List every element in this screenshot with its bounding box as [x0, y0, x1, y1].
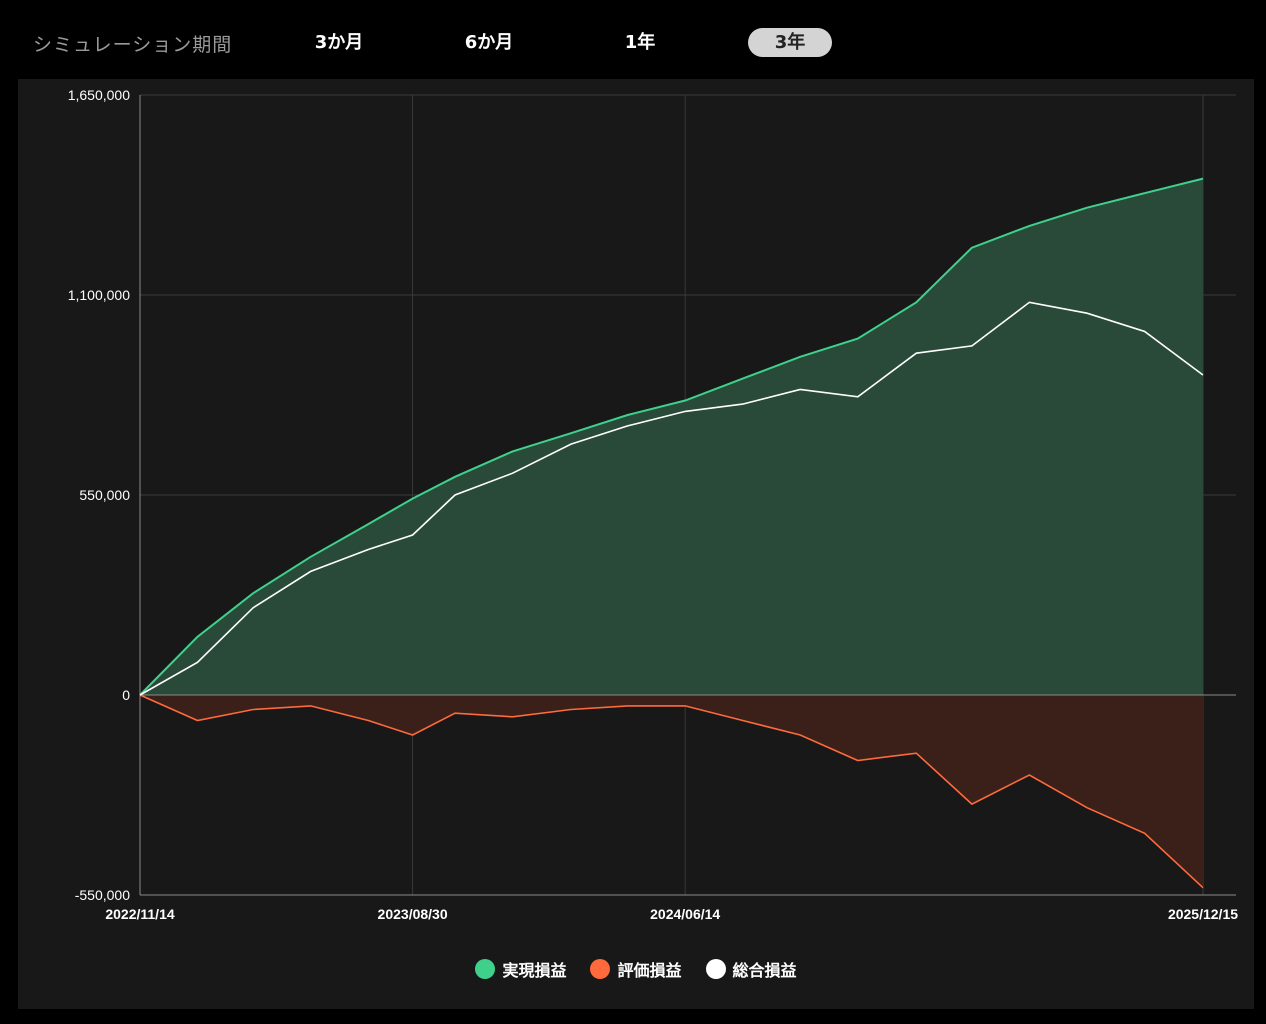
legend-dot-unrealized	[590, 959, 611, 979]
legend-label-realized: 実現損益	[502, 961, 567, 980]
y-tick-label: 0	[122, 687, 130, 703]
legend-label-unrealized: 評価損益	[617, 961, 682, 980]
chart-legend: 実現損益 評価損益 総合損益	[18, 957, 1254, 981]
period-label: シミュレーション期間	[33, 34, 233, 56]
period-1-year-button[interactable]: 1年	[624, 32, 656, 53]
x-tick-label: 2024/06/14	[650, 906, 720, 922]
legend-label-total: 総合損益	[732, 961, 797, 980]
period-3-years-button[interactable]: 3年	[748, 28, 832, 57]
x-tick-label: 2025/12/15	[1168, 906, 1238, 922]
y-tick-label: 1,650,000	[68, 87, 130, 103]
total-line	[139, 301, 1204, 696]
y-tick-label: -550,000	[75, 887, 130, 903]
y-tick-label: 550,000	[79, 487, 130, 503]
period-selector-bar: シミュレーション期間 3か月 6か月 1年 3年	[0, 0, 1266, 80]
x-tick-label: 2023/08/30	[378, 906, 448, 922]
legend-dot-total	[705, 959, 726, 979]
unrealized-line	[139, 694, 1204, 889]
period-6-months-button[interactable]: 6か月	[464, 32, 514, 53]
y-tick-label: 1,100,000	[68, 287, 130, 303]
realized-line	[139, 177, 1204, 696]
period-3-months-button[interactable]: 3か月	[314, 32, 364, 53]
legend-item-realized[interactable]: 実現損益	[475, 957, 566, 981]
unrealized-area	[140, 695, 1203, 888]
chart-panel: 1,650,000 1,100,000 550,000 0 -550,000 2022/1…	[18, 79, 1254, 1009]
x-tick-label: 2022/11/14	[105, 906, 175, 922]
pnl-chart: 1,650,000 1,100,000 550,000 0 -550,000 2022/1…	[68, 87, 1239, 922]
realized-area	[140, 178, 1203, 696]
legend-item-unrealized[interactable]: 評価損益	[590, 957, 682, 981]
legend-dot-realized	[475, 959, 496, 979]
legend-item-total[interactable]: 総合損益	[705, 957, 797, 981]
